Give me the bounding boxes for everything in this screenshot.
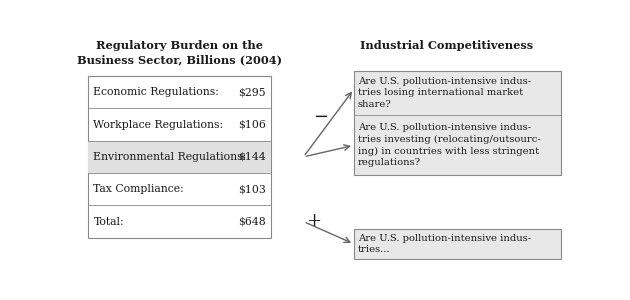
Text: Regulatory Burden on the
Business Sector, Billions (2004): Regulatory Burden on the Business Sector…	[77, 40, 282, 65]
Text: Total:: Total:	[93, 217, 124, 226]
Bar	[88, 76, 271, 238]
Text: $648: $648	[238, 217, 265, 226]
Text: Industrial Competitiveness: Industrial Competitiveness	[360, 40, 534, 51]
Text: $144: $144	[238, 152, 265, 162]
Text: $295: $295	[238, 87, 265, 97]
Text: $103: $103	[238, 184, 265, 194]
Bar	[88, 141, 271, 173]
Text: Are U.S. pollution-intensive indus-
tries...: Are U.S. pollution-intensive indus- trie…	[358, 234, 531, 254]
Text: Are U.S. pollution-intensive indus-
tries losing international market
share?: Are U.S. pollution-intensive indus- trie…	[358, 77, 531, 109]
Text: Environmental Regulations:: Environmental Regulations:	[93, 152, 247, 162]
Text: Tax Compliance:: Tax Compliance:	[93, 184, 184, 194]
Text: Economic Regulations:: Economic Regulations:	[93, 87, 219, 97]
Text: $106: $106	[238, 119, 265, 130]
Text: +: +	[306, 212, 321, 230]
Bar	[354, 70, 561, 176]
Text: −: −	[313, 108, 328, 126]
Text: Are U.S. pollution-intensive indus-
tries investing (relocating/outsourc-
ing) i: Are U.S. pollution-intensive indus- trie…	[358, 124, 541, 167]
Bar	[354, 229, 561, 259]
Text: Workplace Regulations:: Workplace Regulations:	[93, 119, 224, 130]
